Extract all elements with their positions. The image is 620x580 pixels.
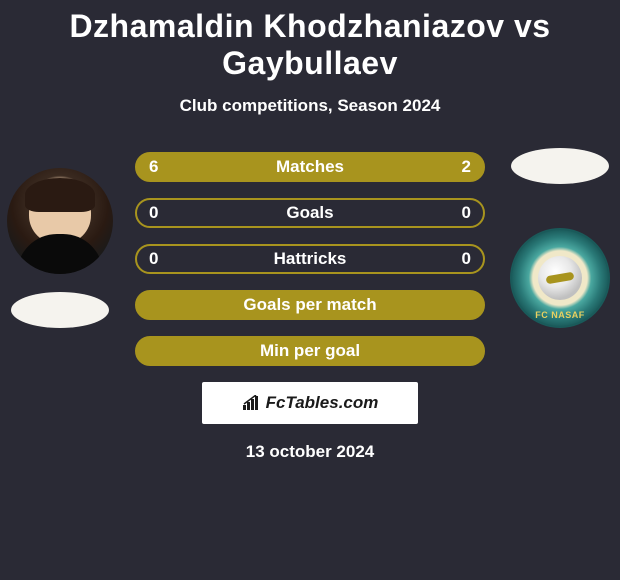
player-left-club-badge xyxy=(11,292,109,328)
player-right-club-badge: FC NASAF xyxy=(510,228,610,328)
watermark-text: FcTables.com xyxy=(266,393,379,413)
subtitle: Club competitions, Season 2024 xyxy=(0,96,620,116)
stat-value-left: 0 xyxy=(149,200,158,226)
stat-value-left: 6 xyxy=(149,154,158,180)
page-title: Dzhamaldin Khodzhaniazov vs Gaybullaev xyxy=(0,6,620,82)
right-player-column: FC NASAF xyxy=(500,152,620,328)
stat-label: Min per goal xyxy=(137,338,483,364)
stat-value-right: 2 xyxy=(462,154,471,180)
main-area: FC NASAF Matches62Goals00Hattricks00Goal… xyxy=(0,152,620,366)
stat-value-left: 0 xyxy=(149,246,158,272)
stat-label: Hattricks xyxy=(137,246,483,272)
watermark-badge: FcTables.com xyxy=(202,382,418,424)
club-badge-label: FC NASAF xyxy=(512,310,608,320)
left-player-column xyxy=(0,152,120,328)
stat-value-right: 0 xyxy=(462,246,471,272)
player-left-avatar xyxy=(7,168,113,274)
stat-value-right: 0 xyxy=(462,200,471,226)
stat-label: Goals per match xyxy=(137,292,483,318)
player-right-flag xyxy=(511,148,609,184)
stat-row: Matches6 2 xyxy=(135,152,485,182)
date-label: 13 october 2024 xyxy=(0,442,620,462)
stat-row: Min per goal xyxy=(135,336,485,366)
stat-bars: Matches62Goals00Hattricks00Goals per mat… xyxy=(135,152,485,366)
chart-icon xyxy=(242,395,262,411)
stat-row: Hattricks0 0 xyxy=(135,244,485,274)
stat-label: Matches xyxy=(137,154,483,180)
comparison-card: Dzhamaldin Khodzhaniazov vs Gaybullaev C… xyxy=(0,0,620,462)
stat-row: Goals per match xyxy=(135,290,485,320)
stat-label: Goals xyxy=(137,200,483,226)
stat-row: Goals0 0 xyxy=(135,198,485,228)
